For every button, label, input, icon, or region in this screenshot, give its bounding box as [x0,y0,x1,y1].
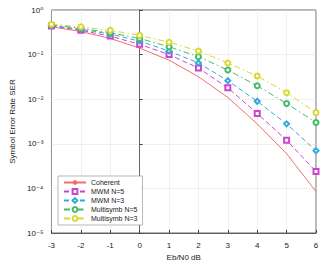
svg-text:MWM N=5: MWM N=5 [91,188,124,195]
svg-text:6: 6 [314,241,319,250]
svg-text:Multisymb N=5: Multisymb N=5 [91,206,138,214]
svg-text:10⁻²: 10⁻² [28,95,44,104]
svg-text:3: 3 [226,241,231,250]
svg-text:0: 0 [137,241,142,250]
svg-text:1: 1 [167,241,172,250]
svg-text:10⁻⁵: 10⁻⁵ [27,229,43,238]
svg-text:Multisymb N=3: Multisymb N=3 [91,215,138,223]
svg-text:10⁰: 10⁰ [31,6,43,15]
svg-text:10⁻³: 10⁻³ [28,139,44,148]
svg-text:Symbol Error Rate SER: Symbol Error Rate SER [8,79,17,164]
svg-text:4: 4 [255,241,260,250]
svg-text:2: 2 [196,241,201,250]
svg-text:MWM N=3: MWM N=3 [91,197,124,204]
svg-text:-1: -1 [107,241,115,250]
svg-text:-3: -3 [48,241,56,250]
svg-text:10⁻¹: 10⁻¹ [28,50,44,59]
svg-text:Coherent: Coherent [91,179,120,186]
svg-text:-2: -2 [77,241,85,250]
svg-text:Eb/N0 dB: Eb/N0 dB [167,253,201,262]
svg-text:5: 5 [284,241,289,250]
svg-text:10⁻⁴: 10⁻⁴ [27,184,44,193]
